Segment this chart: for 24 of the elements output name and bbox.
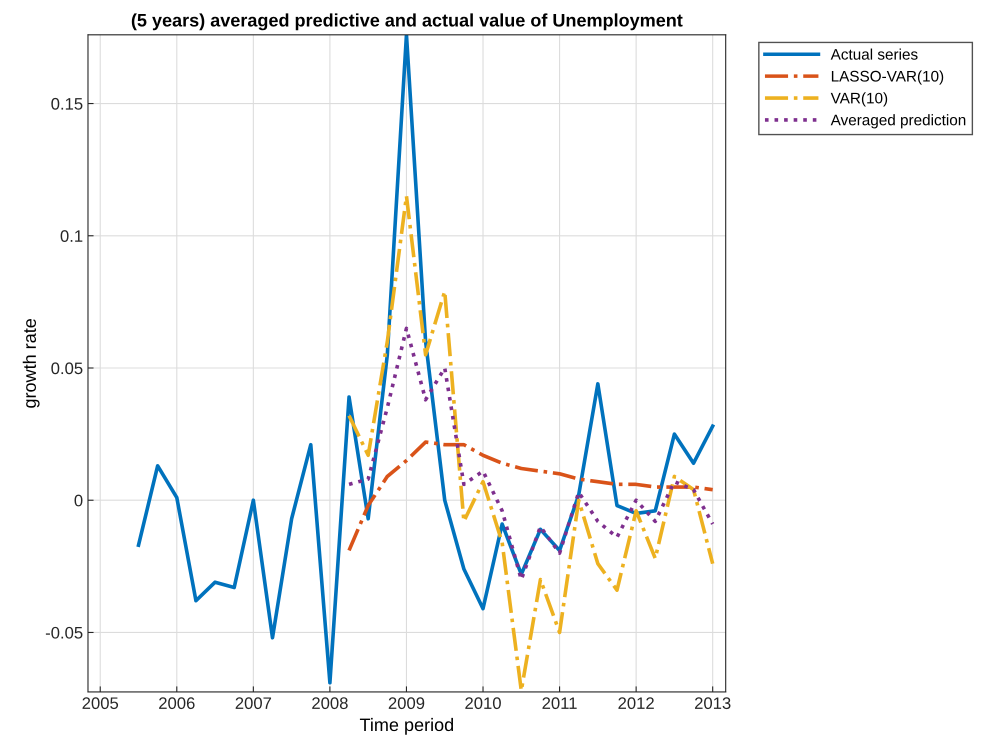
y-tick-label: 0.15 [51, 98, 82, 110]
legend-label: VAR(10) [830, 92, 888, 107]
line-series [347, 440, 714, 552]
x-tick-label: 2011 [542, 697, 577, 710]
x-tick-label: 2008 [312, 697, 348, 710]
x-tick-label: 2012 [618, 697, 654, 710]
legend-label: LASSO-VAR(10) [832, 70, 944, 85]
x-tick-label: 2013 [694, 697, 730, 710]
y-tick-label: 0 [74, 494, 82, 506]
chart-title: (5 years) averaged predictive and actual value of Unemployment [132, 13, 683, 30]
y-tick-label: 0.1 [60, 230, 82, 242]
x-axis-title: Time period [360, 718, 454, 735]
line-series [347, 194, 714, 692]
x-tick-label: 2007 [236, 697, 272, 710]
legend-label: Actual series [830, 48, 918, 60]
x-tick-label: 2006 [159, 697, 195, 710]
legend-label: Averaged prediction [830, 114, 966, 128]
x-tick-label: 2010 [465, 697, 501, 710]
y-tick-label: 0.05 [51, 362, 82, 374]
y-tick-label: -0.05 [46, 626, 82, 639]
x-tick-label: 2009 [388, 697, 424, 710]
x-tick-label: 2005 [82, 697, 118, 710]
y-axis-title: growth rate [22, 319, 40, 408]
line-series [136, 34, 714, 685]
